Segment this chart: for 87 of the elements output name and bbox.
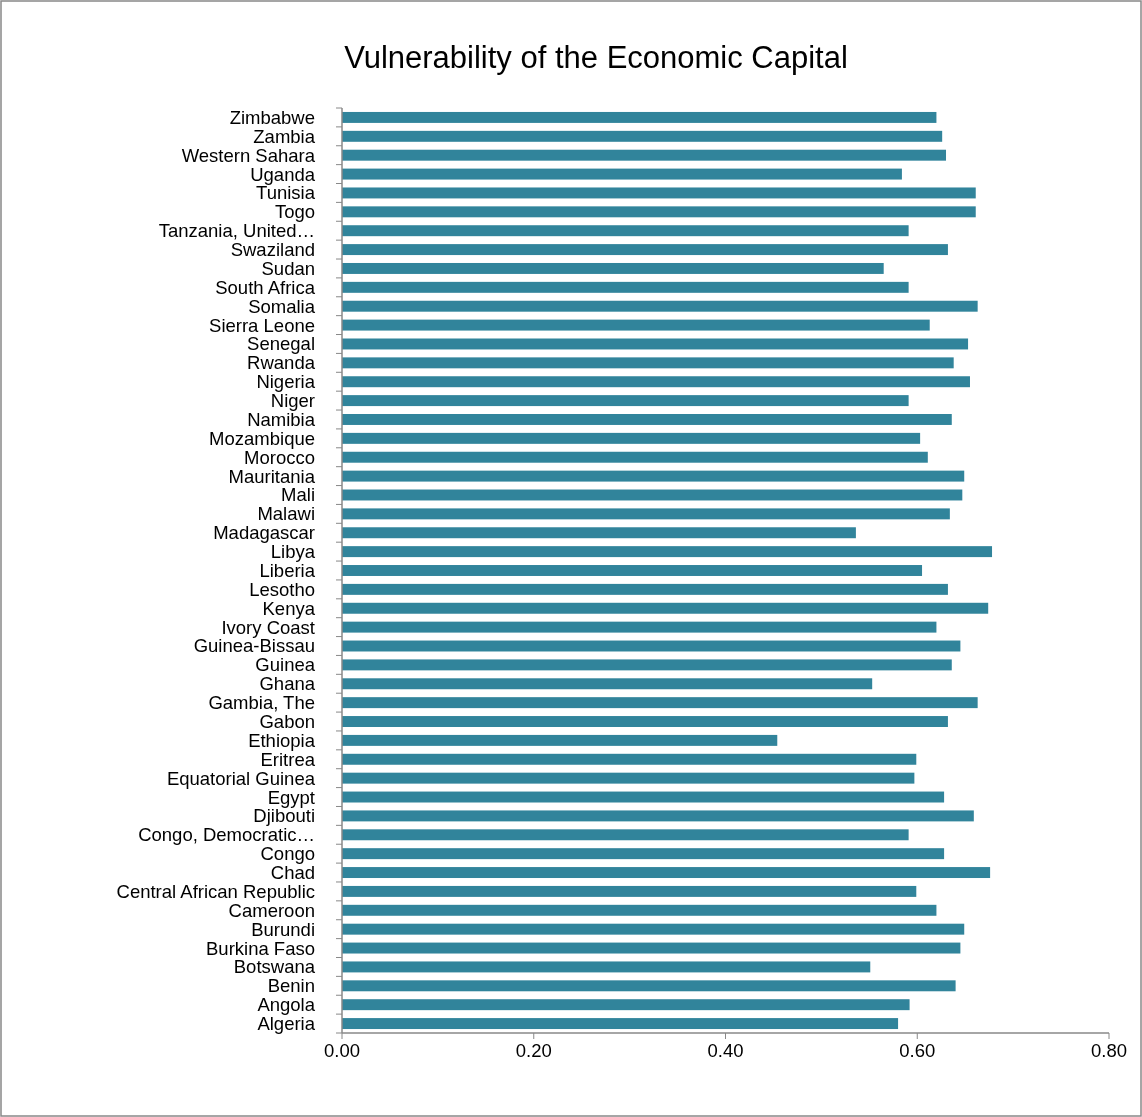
bar [342,395,909,407]
x-tick-label: 0.00 [323,1040,361,1061]
bar [342,357,954,369]
bar [342,111,937,123]
bar [342,772,915,784]
y-tick-label: Somalia [248,295,316,317]
y-tick-label: Congo [260,843,315,865]
bar [342,885,917,897]
x-tick-label: 0.60 [899,1040,936,1061]
bar [342,130,943,142]
bar [342,319,930,331]
bar [342,659,952,671]
bar [342,810,974,822]
bar [342,206,976,218]
y-tick-label: Libya [270,541,316,563]
bar [342,829,909,841]
bar [342,848,945,860]
y-tick-label: Egypt [267,786,315,808]
bar [342,470,965,482]
y-tick-label: Gabon [259,711,315,732]
bar [342,508,950,520]
y-tick-label: Zambia [253,125,316,147]
bar [342,451,928,463]
bar [342,904,937,916]
y-tick-label: Zimbabwe [229,106,315,128]
bar [342,697,978,709]
y-tick-label: Nigeria [256,371,316,393]
y-tick-label: Mauritania [228,465,316,487]
y-tick-label: Benin [267,975,315,997]
bar [342,999,910,1011]
y-tick-label: Kenya [262,597,316,619]
bar [342,244,948,256]
bar [342,678,873,690]
bar [342,565,923,576]
bar [342,923,965,935]
y-tick-label: Mozambique [209,427,315,449]
y-tick-label: Central African Republic [116,880,315,902]
bar [342,281,909,293]
bar [342,432,921,444]
bar [342,338,969,350]
y-tick-label: Burundi [251,918,315,940]
y-tick-label: Botswana [233,956,316,978]
bar [342,716,948,727]
bar [342,300,978,312]
x-tick-label: 0.80 [1090,1040,1128,1061]
y-tick-label: Ghana [259,673,316,695]
bar [342,961,871,973]
y-tick-label: Lesotho [249,578,315,600]
y-tick-label: Malawi [257,503,315,525]
bar [342,640,961,652]
x-tick-label: 0.20 [515,1040,552,1061]
bar [342,489,963,501]
y-tick-label: Uganda [250,163,316,185]
bar [342,546,993,558]
y-tick-label: Angola [257,994,316,1016]
bar [342,753,917,765]
bar [342,602,989,614]
y-tick-label: Equatorial Guinea [166,767,316,789]
bar [342,225,909,237]
bar [342,1018,899,1030]
bar [342,527,856,539]
bar [342,980,956,992]
y-tick-label: Western Sahara [181,144,316,166]
bar [342,942,961,954]
bar [342,621,937,633]
bar [342,867,991,879]
bar [342,734,778,746]
y-tick-label: Gambia, The [208,692,315,714]
x-tick-label: 0.40 [707,1040,744,1061]
bar [342,149,947,161]
chart-title: Vulnerability of the Economic Capital [344,40,848,75]
y-tick-label: Madagascar [213,522,315,544]
bar [342,262,884,274]
y-tick-label: Burkina Faso [206,937,315,959]
bar [342,376,970,388]
y-tick-label: Guinea [255,654,316,676]
y-tick-label: Mali [281,484,315,506]
bar [342,414,952,425]
bar [342,187,976,199]
y-tick-label: South Africa [215,276,316,298]
bar [342,583,948,595]
y-tick-label: Togo [274,201,315,223]
y-tick-label: Sierra Leone [209,314,315,336]
bar [342,791,945,803]
y-tick-label: Senegal [247,333,315,355]
y-tick-label: Ethiopia [248,729,316,751]
bar [342,168,902,180]
